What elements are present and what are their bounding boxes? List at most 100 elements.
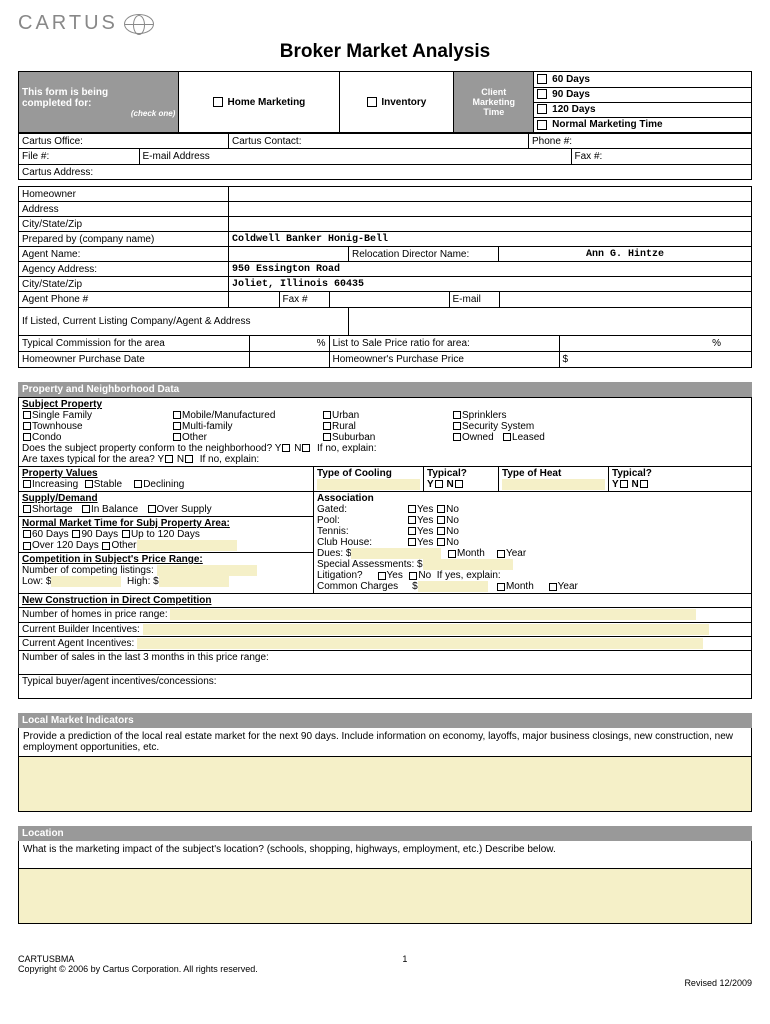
tennis-yes-checkbox[interactable]: [408, 527, 416, 535]
reloc-dir-value[interactable]: Ann G. Hintze: [499, 247, 752, 262]
agent-name-input[interactable]: [229, 247, 349, 262]
gated-yes-checkbox[interactable]: [408, 505, 416, 513]
common-month-checkbox[interactable]: [497, 583, 505, 591]
lit-no: No: [418, 570, 431, 581]
nmt-over120-checkbox[interactable]: [23, 542, 31, 550]
balance-checkbox[interactable]: [82, 505, 90, 513]
heat-y-checkbox[interactable]: [620, 480, 628, 488]
tennis-no-checkbox[interactable]: [437, 527, 445, 535]
stable-checkbox[interactable]: [85, 480, 93, 488]
fax-cell[interactable]: Fax #:: [571, 149, 751, 164]
home-marketing-checkbox[interactable]: [213, 97, 223, 107]
agent-phone-input[interactable]: [229, 292, 279, 307]
agent-inc-input[interactable]: [137, 638, 703, 649]
cooling-n-checkbox[interactable]: [455, 480, 463, 488]
rural-checkbox[interactable]: [323, 422, 331, 430]
purchase-date-input[interactable]: [249, 352, 329, 367]
gated-no-checkbox[interactable]: [437, 505, 445, 513]
cartus-office-cell[interactable]: Cartus Office:: [19, 134, 229, 149]
60days-label: 60 Days: [552, 74, 590, 85]
csz-input[interactable]: [229, 217, 752, 232]
mobile-label: Mobile/Manufactured: [182, 410, 275, 421]
numhomes-input[interactable]: [170, 609, 696, 620]
builder-inc-input[interactable]: [143, 624, 709, 635]
heat-n-checkbox[interactable]: [640, 480, 648, 488]
increasing-label: Increasing: [32, 479, 78, 490]
lit-yes-checkbox[interactable]: [378, 572, 386, 580]
gated-yes: Yes: [417, 504, 433, 515]
csz2-value[interactable]: Joliet, Illinois 60435: [229, 277, 752, 292]
owned-checkbox[interactable]: [453, 433, 461, 441]
phone-cell[interactable]: Phone #:: [529, 134, 752, 149]
increasing-checkbox[interactable]: [23, 480, 31, 488]
taxes-n-checkbox[interactable]: [185, 455, 193, 463]
townhouse-checkbox[interactable]: [23, 422, 31, 430]
shortage-checkbox[interactable]: [23, 505, 31, 513]
location-textarea[interactable]: [18, 869, 752, 924]
email-cell[interactable]: E-mail Address: [139, 149, 571, 164]
nmt-60-checkbox[interactable]: [23, 530, 31, 538]
address-input[interactable]: [229, 202, 752, 217]
special-input[interactable]: [423, 559, 513, 570]
cooling-y: Y: [427, 479, 434, 490]
pool-no-checkbox[interactable]: [437, 516, 445, 524]
taxes-y-checkbox[interactable]: [165, 455, 173, 463]
conform-n-checkbox[interactable]: [302, 444, 310, 452]
heat-input[interactable]: [502, 479, 605, 490]
pool-yes-checkbox[interactable]: [408, 516, 416, 524]
security-checkbox[interactable]: [453, 422, 461, 430]
high-input[interactable]: [159, 576, 229, 587]
suburban-checkbox[interactable]: [323, 433, 331, 441]
homeowner-input[interactable]: [229, 187, 752, 202]
inventory-checkbox[interactable]: [367, 97, 377, 107]
single-family-checkbox[interactable]: [23, 411, 31, 419]
page-title: Broker Market Analysis: [18, 41, 752, 63]
common-year-checkbox[interactable]: [549, 583, 557, 591]
120days-checkbox[interactable]: [537, 104, 547, 114]
club-label: Club House:: [317, 537, 407, 548]
multi-checkbox[interactable]: [173, 422, 181, 430]
oversupply-checkbox[interactable]: [148, 505, 156, 513]
pct-cell-2[interactable]: %: [559, 336, 751, 351]
urban-checkbox[interactable]: [323, 411, 331, 419]
agency-address-value[interactable]: 950 Essington Road: [229, 262, 752, 277]
num-comp-input[interactable]: [157, 565, 257, 576]
60days-checkbox[interactable]: [537, 74, 547, 84]
agent-fax-input[interactable]: [329, 292, 449, 307]
purchase-price-input[interactable]: $: [559, 352, 751, 367]
prepared-by-value[interactable]: Coldwell Banker Honig-Bell: [229, 232, 752, 247]
low-input[interactable]: [51, 576, 121, 587]
suburban-label: Suburban: [332, 432, 375, 443]
declining-checkbox[interactable]: [134, 480, 142, 488]
club-yes-checkbox[interactable]: [408, 538, 416, 546]
leased-checkbox[interactable]: [503, 433, 511, 441]
if-listed-input[interactable]: [349, 308, 752, 336]
pct-cell[interactable]: %: [249, 336, 329, 351]
dues-year-checkbox[interactable]: [497, 550, 505, 558]
lit-no-checkbox[interactable]: [409, 572, 417, 580]
dues-month-checkbox[interactable]: [448, 550, 456, 558]
90days-checkbox[interactable]: [537, 89, 547, 99]
local-textarea[interactable]: [18, 757, 752, 812]
mobile-checkbox[interactable]: [173, 411, 181, 419]
common-input[interactable]: [418, 581, 488, 592]
nmt-other-checkbox[interactable]: [102, 542, 110, 550]
condo-checkbox[interactable]: [23, 433, 31, 441]
normal-checkbox[interactable]: [537, 120, 547, 130]
cartus-contact-cell[interactable]: Cartus Contact:: [229, 134, 529, 149]
dues-input[interactable]: [351, 548, 441, 559]
club-no-checkbox[interactable]: [437, 538, 445, 546]
local-description: Provide a prediction of the local real e…: [18, 728, 752, 757]
other-checkbox[interactable]: [173, 433, 181, 441]
file-cell[interactable]: File #:: [19, 149, 139, 164]
cooling-input[interactable]: [317, 479, 420, 490]
cooling-y-checkbox[interactable]: [435, 480, 443, 488]
nmt-90-checkbox[interactable]: [72, 530, 80, 538]
townhouse-label: Townhouse: [32, 421, 83, 432]
nmt-other-input[interactable]: [137, 540, 237, 551]
cartus-address-cell[interactable]: Cartus Address:: [19, 165, 752, 180]
sprinklers-checkbox[interactable]: [453, 411, 461, 419]
conform-y-checkbox[interactable]: [282, 444, 290, 452]
agent-email-input[interactable]: [499, 292, 751, 307]
nmt-120-checkbox[interactable]: [122, 530, 130, 538]
